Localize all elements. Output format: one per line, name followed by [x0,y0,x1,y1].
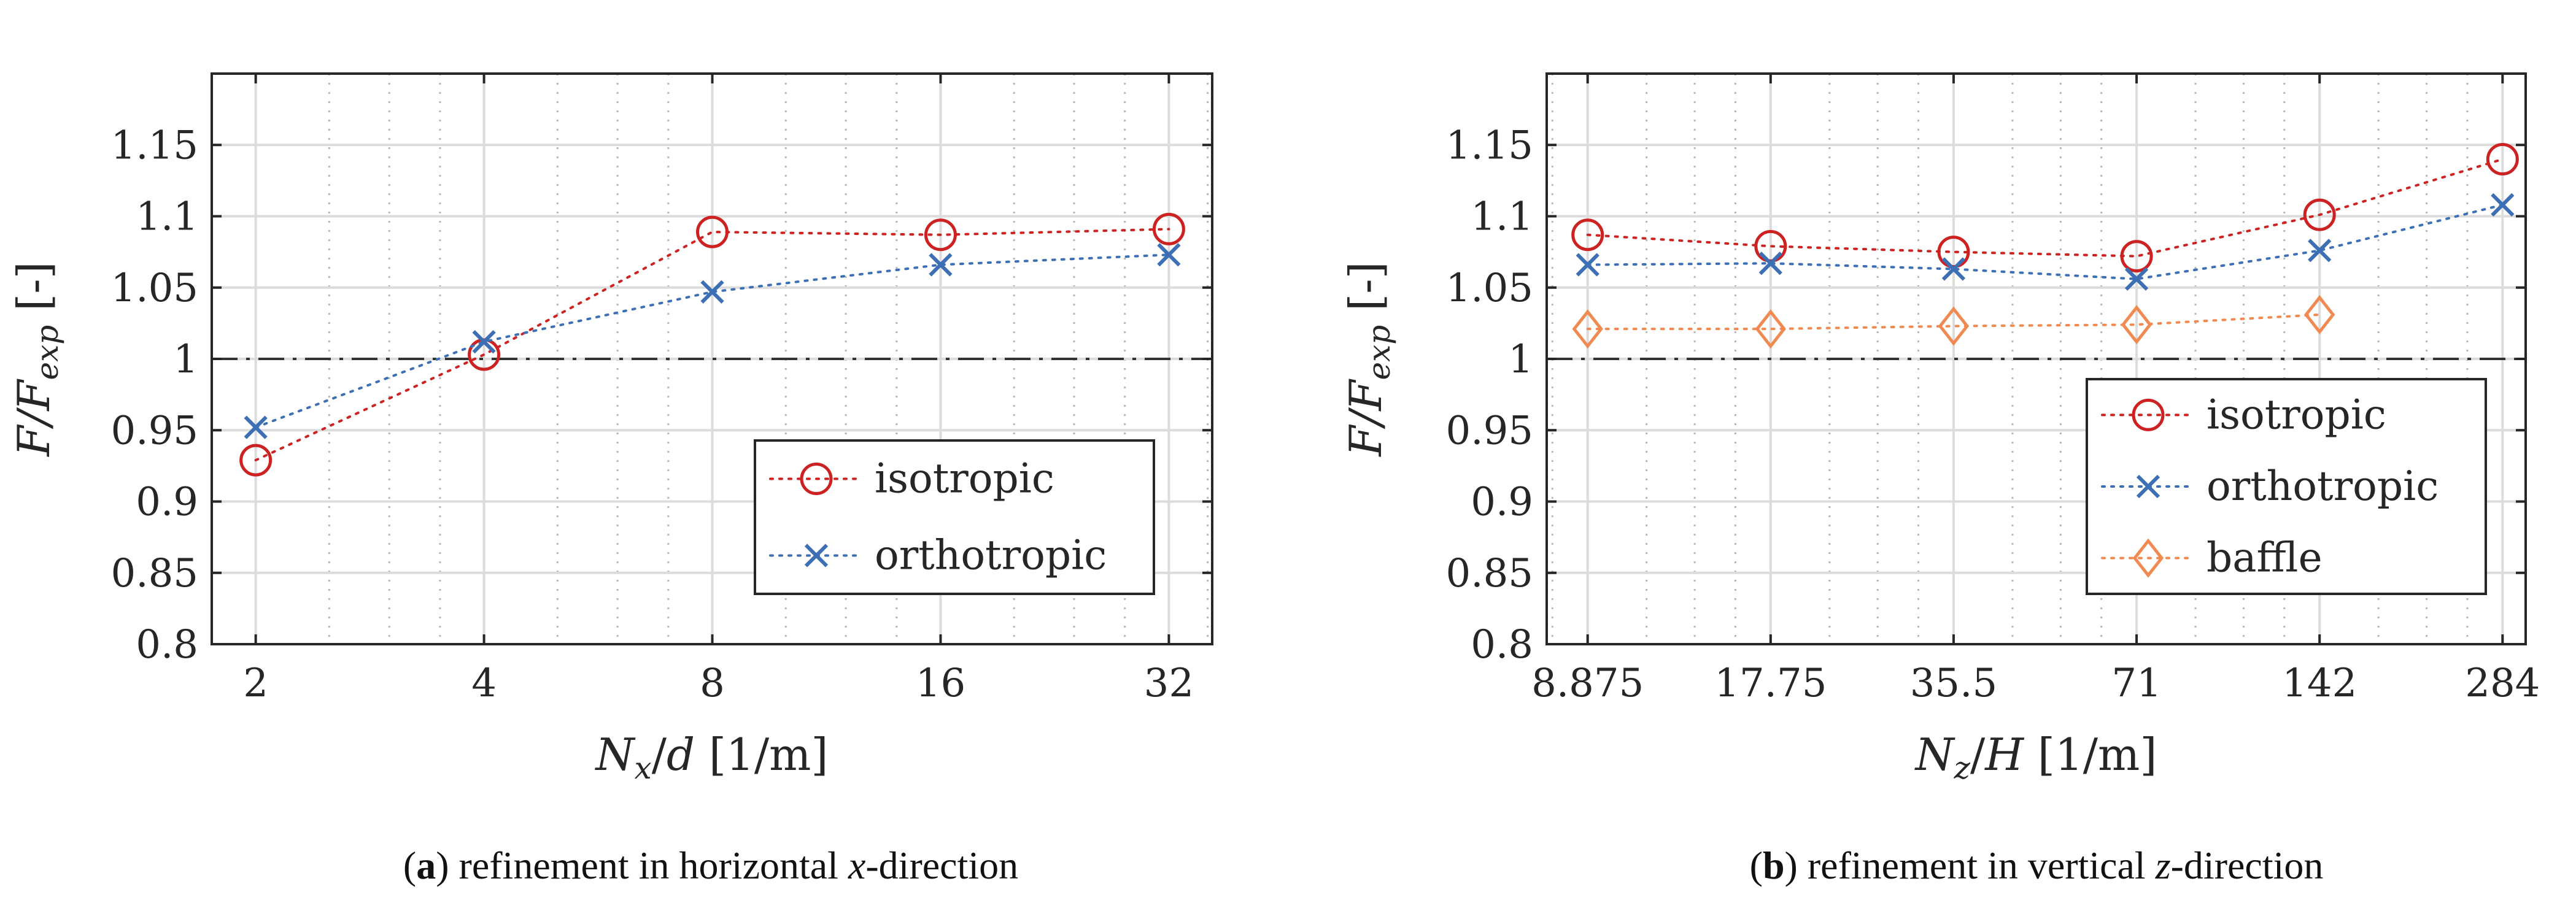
y-tick-label: 1.15 [111,123,199,168]
y-tick-label: 1 [173,337,198,382]
x-tick-label: 142 [2282,661,2357,706]
x-tick-label: 35.5 [1910,661,1998,706]
data-point-isotropic [1152,212,1185,245]
y-tick-label: 1.05 [1446,266,1534,311]
legend-marker-baffle [2132,538,2164,578]
data-point-orthotropic [2308,239,2332,263]
legend-marker-orthotropic [804,544,829,567]
y-tick-label: 0.9 [1471,480,1533,525]
series-line-orthotropic [254,253,1170,429]
series-isotropic [239,212,1185,477]
legend-marker-isotropic [2132,398,2165,431]
data-point-orthotropic [929,253,953,277]
legend-box [2086,378,2487,595]
y-tick-label: 1 [1508,337,1533,382]
data-point-isotropic [239,444,273,477]
y-axis-label: F/Fexp [-] [1340,261,1397,457]
y-tick-label: 1.05 [111,266,199,311]
y-tick-label: 0.8 [1471,622,1533,667]
series-line-isotropic [254,228,1170,462]
x-tick-label: 2 [243,661,268,706]
data-point-orthotropic [472,329,496,354]
data-point-orthotropic [2491,193,2515,217]
y-tick-label: 1.1 [136,194,198,240]
data-point-baffle [2304,294,2335,334]
legend-label-isotropic: isotropic [875,455,1054,502]
data-point-orthotropic [700,280,724,304]
x-tick-label: 4 [471,661,497,706]
y-tick-label: 0.95 [111,408,199,453]
data-point-orthotropic [2124,267,2149,291]
data-point-isotropic [696,215,729,248]
legend-marker-isotropic [800,463,833,495]
legend: isotropic orthotropic [754,439,1155,595]
data-point-isotropic [924,218,957,252]
x-tick-label: 32 [1144,661,1194,706]
series-line-orthotropic [1586,203,2504,280]
data-point-baffle [1938,306,1970,346]
y-tick-label: 0.95 [1446,408,1534,453]
panel-caption: (a) refinement in horizontal x-direction [403,844,1018,887]
data-point-orthotropic [1157,243,1181,267]
x-tick-label: 284 [2465,661,2540,706]
legend-marker-orthotropic [2136,474,2160,499]
series-line-isotropic [1586,158,2504,258]
y-tick-label: 0.8 [136,622,198,667]
data-point-isotropic [2303,198,2336,231]
data-point-isotropic [1571,218,1604,252]
y-tick-label: 1.15 [1446,123,1534,168]
data-point-orthotropic [244,415,268,439]
panel-caption: (b) refinement in vertical z-direction [1750,844,2324,887]
series-orthotropic [1576,193,2515,291]
data-point-baffle [2121,305,2152,345]
data-point-baffle [1572,309,1603,349]
legend-label-baffle: baffle [2207,534,2323,582]
series-baffle [1572,294,2335,349]
y-axis-label: F/Fexp [-] [8,261,65,457]
y-tick-label: 0.85 [111,551,199,596]
legend-label-orthotropic: orthotropic [875,532,1107,579]
data-point-isotropic [2120,240,2153,273]
x-axis-label: Nz/H [1/m] [1914,729,2157,786]
data-point-orthotropic [1941,257,1966,281]
data-point-baffle [1755,309,1787,349]
x-tick-label: 16 [916,661,965,706]
data-point-orthotropic [1758,252,1782,275]
chart-panel-b: 8.875 17.75 35.5 71 142 284 0.8 0.85 0.9 0.95 1 1.0… [1340,72,2540,887]
x-tick-label: 71 [2111,661,2161,706]
y-tick-label: 0.9 [136,480,198,525]
series-line-baffle [1586,313,2321,331]
y-tick-label: 1.1 [1471,194,1533,240]
legend-label-orthotropic: orthotropic [2207,463,2439,510]
series-isotropic [1571,143,2519,273]
x-tick-label: 17.75 [1714,661,1827,706]
chart-panel-a: 2 4 8 16 32 0.8 0.85 0.9 0.95 1 1.05 1.1 1.15 Nx/d [1… [8,72,1213,887]
x-tick-label: 8.875 [1531,661,1644,706]
y-tick-label: 0.85 [1446,551,1534,596]
x-axis-label: Nx/d [1/m] [595,729,829,786]
series-orthotropic [244,243,1181,439]
legend-label-isotropic: isotropic [2207,391,2386,438]
data-point-isotropic [2486,143,2519,175]
data-point-orthotropic [1576,253,1599,277]
legend: isotropic orthotropic baffle [2086,378,2487,595]
x-tick-label: 8 [700,661,725,706]
